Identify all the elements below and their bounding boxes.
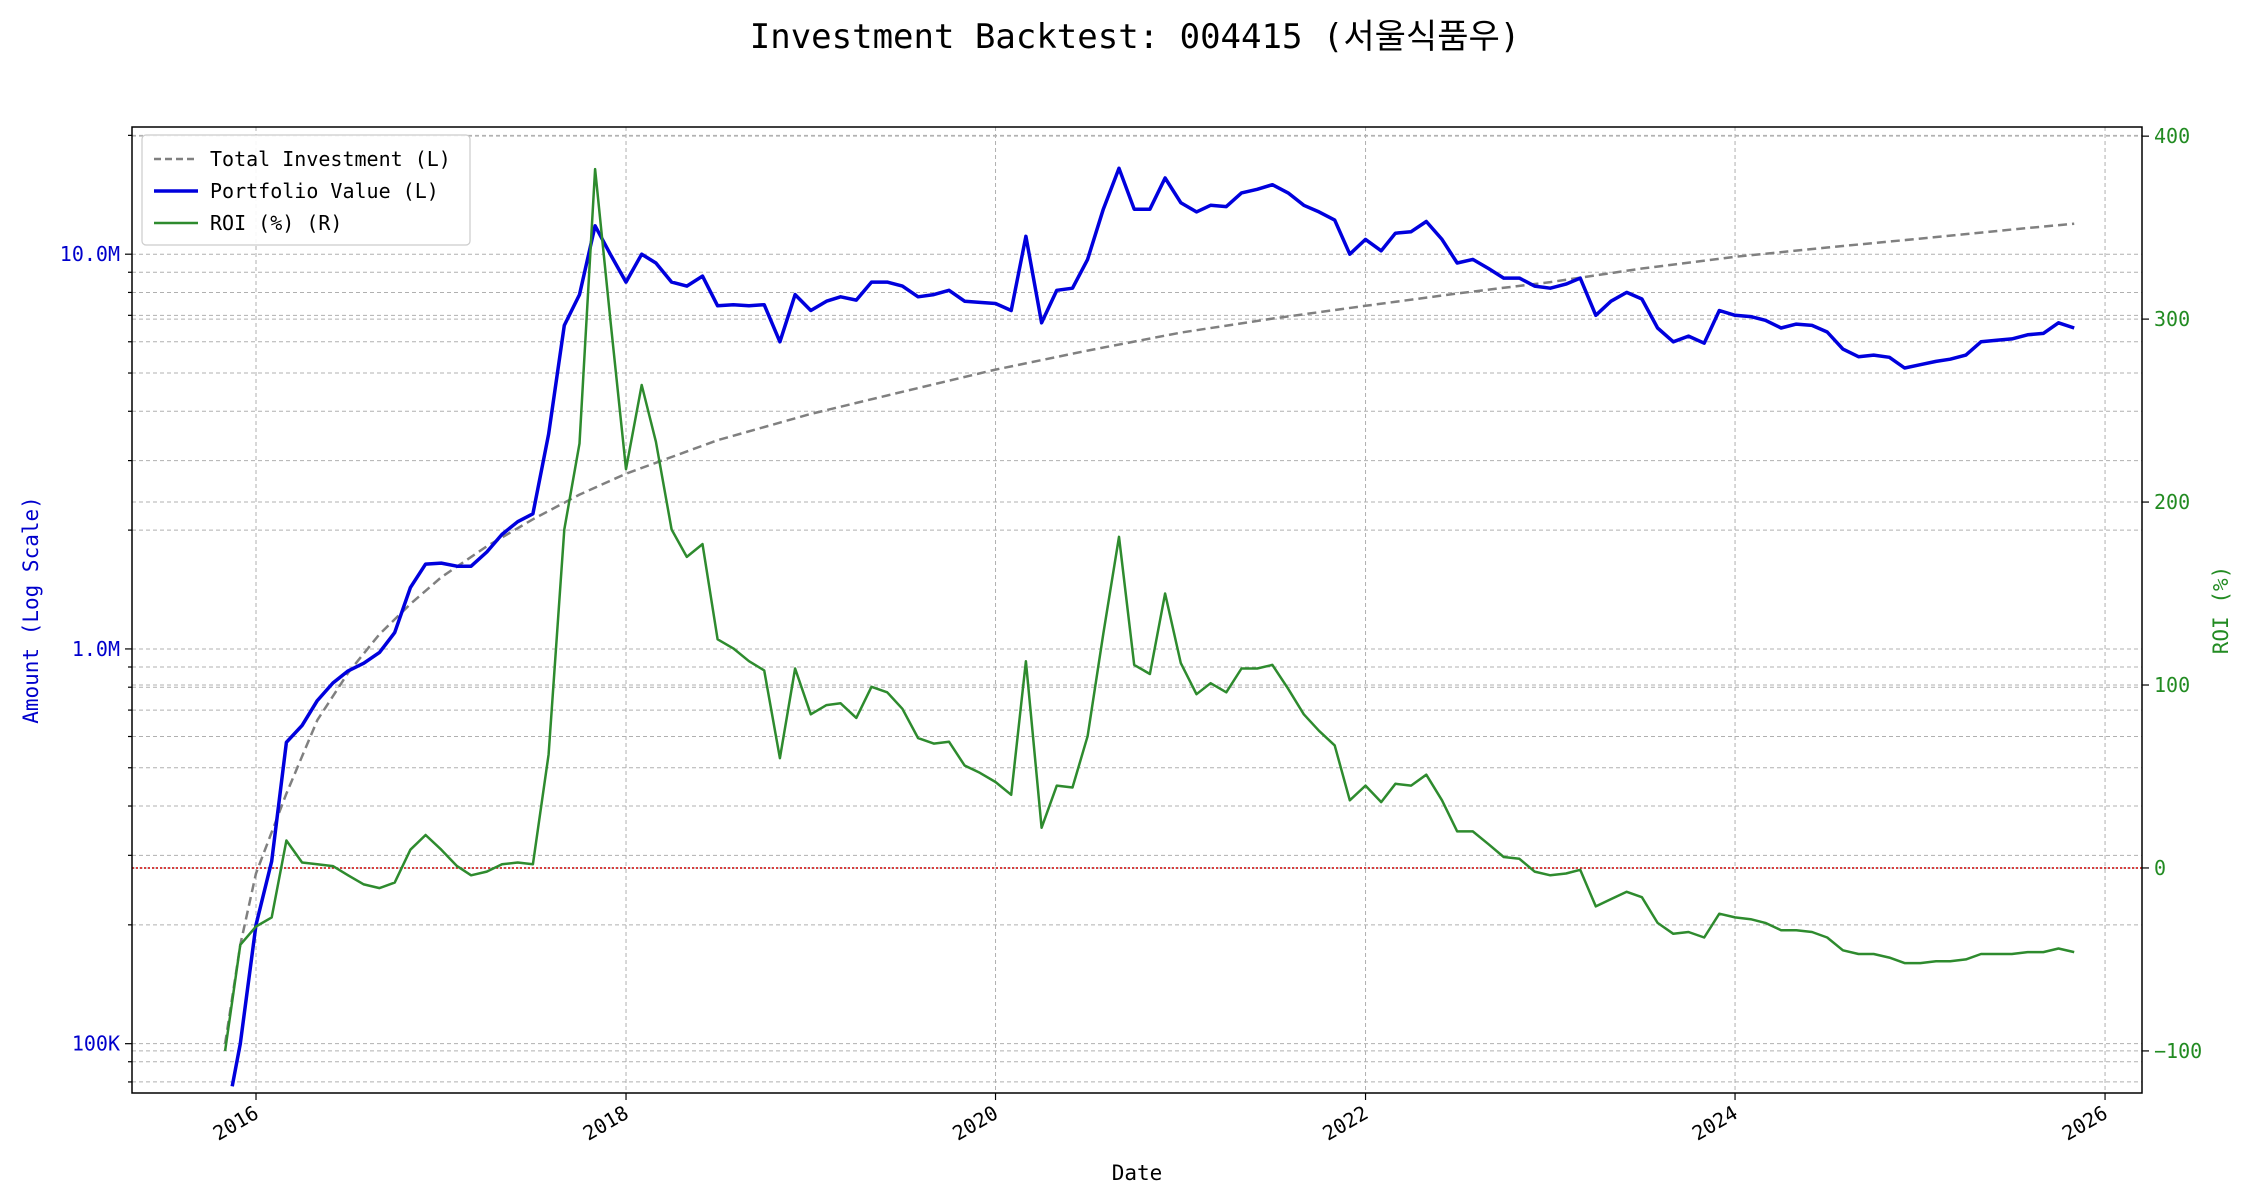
plot-frame [131,126,2143,1094]
roi-line [223,167,2075,1052]
legend-label: ROI (%) (R) [210,211,342,235]
right-y-axis: −100 0 100 200 300 400 [2142,124,2202,1063]
portfolio-value-line [230,166,2075,1087]
grid-lines [132,127,2142,1093]
y-left-tick-label: 100K [72,1032,120,1056]
x-tick-label: 2016 [209,1101,263,1146]
series-layer [223,166,2075,1087]
x-tick-label: 2020 [948,1101,1002,1146]
legend-label: Portfolio Value (L) [210,179,439,203]
y-right-tick-label: 200 [2154,490,2190,514]
total-investment-line [223,222,2075,1044]
x-tick-label: 2018 [579,1101,633,1146]
x-tick-label: 2022 [1318,1101,1372,1146]
y-right-tick-label: 0 [2154,856,2166,880]
y-left-tick-label: 10.0M [60,242,120,266]
y-right-tick-label: 300 [2154,307,2190,331]
y-right-tick-label: −100 [2154,1039,2202,1063]
left-y-axis-label: Amount (Log Scale) [19,496,43,724]
chart-title: Investment Backtest: 004415 (서울식품우) [750,17,1521,57]
left-y-axis: 100K 1.0M 10.0M [60,134,132,1083]
legend-label: Total Investment (L) [210,147,451,171]
y-left-tick-label: 1.0M [72,637,120,661]
x-tick-label: 2026 [2058,1101,2112,1146]
x-axis-label: Date [1112,1161,1163,1185]
y-right-tick-label: 100 [2154,673,2190,697]
x-axis: 2016 2018 2020 2022 2024 2026 [209,1093,2112,1145]
x-tick-label: 2024 [1688,1101,1742,1146]
right-y-axis-label: ROI (%) [2209,566,2233,655]
y-right-tick-label: 400 [2154,124,2190,148]
legend-box [141,134,471,246]
legend: Total Investment (L) Portfolio Value (L) R… [141,134,471,246]
